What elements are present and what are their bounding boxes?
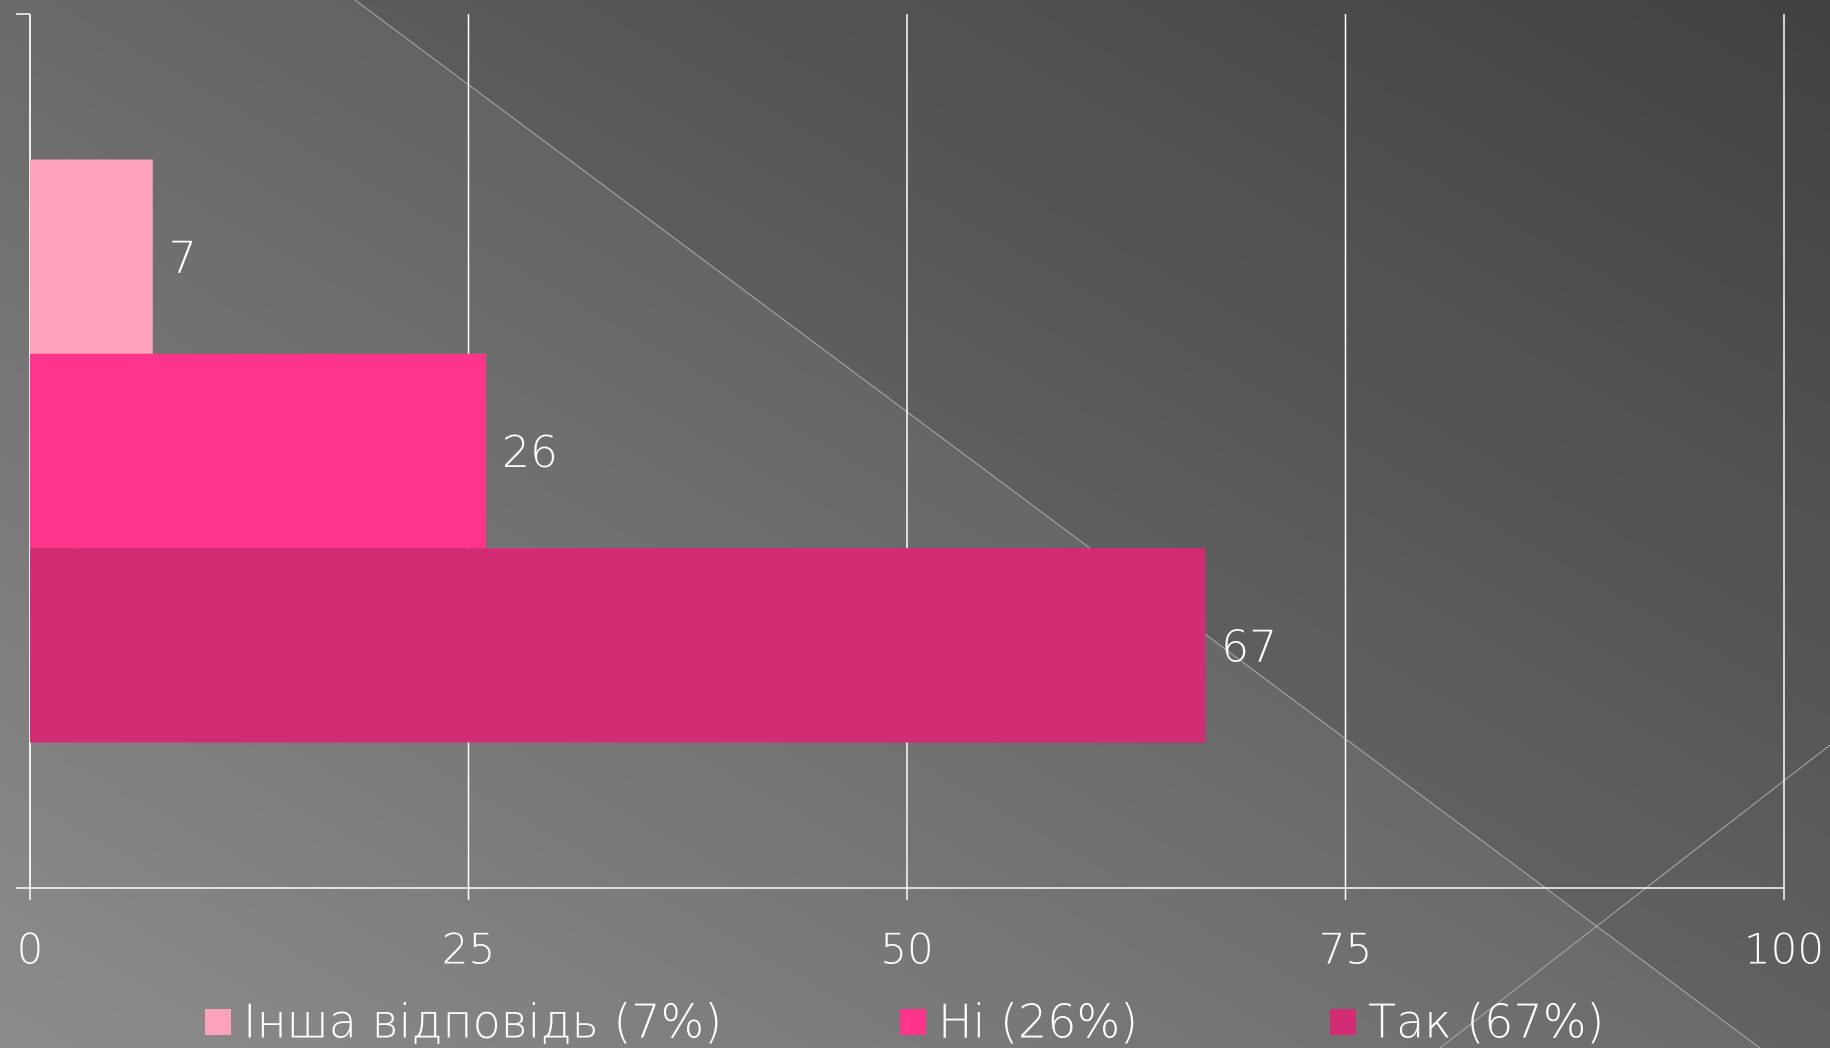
decor-line: [1439, 744, 1830, 1048]
legend-label: Так (67%): [1368, 995, 1604, 1048]
legend-swatch: [900, 1009, 926, 1035]
x-tick-label: 100: [1744, 925, 1824, 974]
decor-shape: [355, 0, 1830, 1048]
decor-line: [354, 0, 1761, 1048]
bar: [30, 159, 153, 354]
legend-label: Ні (26%): [938, 995, 1138, 1048]
bar: [30, 548, 1206, 743]
legend-swatch: [1330, 1009, 1356, 1035]
x-tick-label: 25: [442, 925, 495, 974]
data-label: 7: [169, 233, 197, 284]
legend-swatch: [205, 1009, 231, 1035]
data-label: 67: [1221, 621, 1277, 672]
x-tick-label: 75: [1319, 925, 1372, 974]
legend-label: Інша відповідь (7%): [243, 995, 722, 1048]
data-label: 26: [502, 427, 558, 478]
bar: [30, 353, 487, 549]
x-tick-label: 0: [17, 925, 44, 974]
x-tick-label: 50: [880, 925, 933, 974]
